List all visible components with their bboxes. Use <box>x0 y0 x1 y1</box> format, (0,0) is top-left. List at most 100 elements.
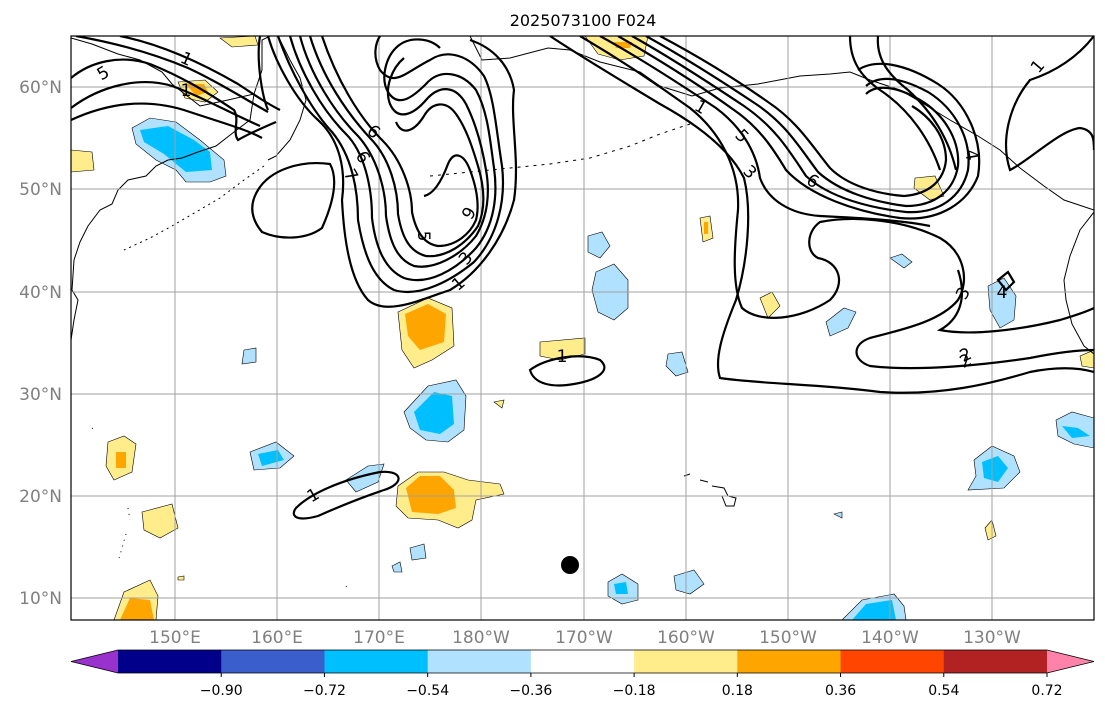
positive-anomaly <box>71 149 95 173</box>
colorbar-labels: −0.90 −0.72 −0.54 −0.36 −0.18 0.18 0.36 0.54 0.7… <box>200 673 1063 699</box>
contour-line <box>298 36 489 268</box>
colorbar-segment <box>943 650 1048 673</box>
colorbar-label: −0.90 <box>200 683 243 699</box>
negative-anomaly <box>665 351 689 377</box>
contour-lines <box>71 36 1094 520</box>
contour-line <box>75 36 269 113</box>
contour-label: 5 <box>413 231 433 242</box>
contour-line <box>266 36 518 308</box>
coastlines <box>71 36 1094 589</box>
negative-anomaly <box>825 307 857 337</box>
contour-line <box>876 36 958 171</box>
colorbar-label: −0.18 <box>613 683 656 699</box>
lon-label: 150°W <box>759 628 817 648</box>
contour-line <box>308 36 485 258</box>
contour-line <box>276 36 505 293</box>
positive-anomaly <box>116 452 126 468</box>
colorbar-label: 0.18 <box>722 683 753 699</box>
figure-title: 2025073100 F024 <box>510 11 657 30</box>
asia-coastline <box>71 36 271 341</box>
contour-line <box>599 36 931 228</box>
kamchatka-coastline <box>267 39 307 161</box>
negative-anomaly <box>889 253 913 269</box>
negative-anomaly <box>833 511 843 519</box>
negative-anomaly <box>414 392 454 434</box>
contour-line <box>848 36 942 171</box>
negative-anomaly <box>1062 426 1090 438</box>
contour-line <box>936 269 1094 334</box>
negative-anomaly <box>614 582 628 594</box>
colorbar: −0.90 −0.72 −0.54 −0.36 −0.18 0.18 0.36 0.54 0.7… <box>70 649 1095 699</box>
negative-anomaly <box>587 231 611 259</box>
lon-label: 130°W <box>963 628 1021 648</box>
negative-anomaly <box>140 126 212 172</box>
lon-label: 150°E <box>149 628 201 648</box>
colorbar-label: −0.72 <box>303 683 346 699</box>
hawaii-islands <box>683 473 737 507</box>
lat-label: 30°N <box>19 385 62 405</box>
contour-line <box>631 36 970 214</box>
colorbar-segment <box>324 650 429 673</box>
positive-anomaly <box>1079 349 1094 369</box>
map-panel: 5 1 1 6 7 5 6 9 3 1 1 1 2 3 4 5 6 1 2 3 <box>70 35 1095 621</box>
negative-anomaly <box>852 600 896 620</box>
contour-line <box>251 36 336 239</box>
contour-line <box>1004 36 1094 172</box>
contour-label: 4 <box>960 148 982 162</box>
colorbar-segment <box>634 650 738 673</box>
colorbar-segment <box>427 650 532 673</box>
colorbar-label: −0.36 <box>509 683 552 699</box>
positive-anomaly <box>759 291 781 319</box>
lon-label: 160°E <box>251 628 303 648</box>
positive-anomaly <box>405 304 446 350</box>
kuril-islands <box>123 165 265 251</box>
positive-anomaly <box>406 476 456 514</box>
colorbar-segments <box>70 649 1095 674</box>
colorbar-label: 0.36 <box>825 683 856 699</box>
colorbar-extend-high <box>1047 650 1094 673</box>
positive-anomaly <box>177 575 185 581</box>
positive-anomaly <box>984 519 997 541</box>
colorbar-segment <box>840 650 945 673</box>
contour-line <box>71 81 261 128</box>
negative-anomaly <box>982 456 1008 482</box>
negative-anomaly <box>391 561 403 573</box>
longitude-labels: 150°E 160°E 170°E 180°W 170°W 160°W 150°… <box>149 628 1021 648</box>
contour-line <box>528 355 606 387</box>
contour-line <box>71 102 263 139</box>
contour-line <box>645 36 960 208</box>
colorbar-segment <box>221 650 325 673</box>
location-marker <box>561 556 579 574</box>
shaded-anomalies <box>71 36 1094 620</box>
colorbar-outline <box>70 649 1095 674</box>
positive-anomaly <box>141 503 179 539</box>
positive-anomaly <box>704 222 708 234</box>
lat-label: 60°N <box>19 78 62 98</box>
negative-anomaly <box>987 277 1017 329</box>
positive-anomaly <box>120 598 154 620</box>
alaska-coastline <box>469 36 1094 211</box>
pacific-islets <box>91 427 349 589</box>
lat-label: 10°N <box>19 589 62 609</box>
contour-label: 4 <box>997 283 1008 303</box>
contour-line <box>659 36 948 198</box>
positive-anomaly <box>493 399 505 409</box>
contour-line <box>71 58 277 142</box>
contour-line <box>320 36 479 248</box>
colorbar-extend-low <box>71 650 118 673</box>
contour-label: 1 <box>181 81 192 101</box>
contour-line <box>996 270 1016 292</box>
colorbar-label: 0.72 <box>1031 683 1062 699</box>
map-frame <box>70 35 1095 621</box>
colorbar-segment <box>530 650 635 673</box>
contour-label: 1 <box>557 347 568 367</box>
north-america-coastline <box>1063 211 1094 355</box>
lat-label: 40°N <box>19 283 62 303</box>
colorbar-segment <box>737 650 842 673</box>
colorbar-segment <box>118 650 222 673</box>
lon-label: 170°W <box>555 628 613 648</box>
lat-label: 20°N <box>19 487 62 507</box>
colorbar-label: 0.54 <box>928 683 959 699</box>
contour-line <box>579 36 1094 370</box>
